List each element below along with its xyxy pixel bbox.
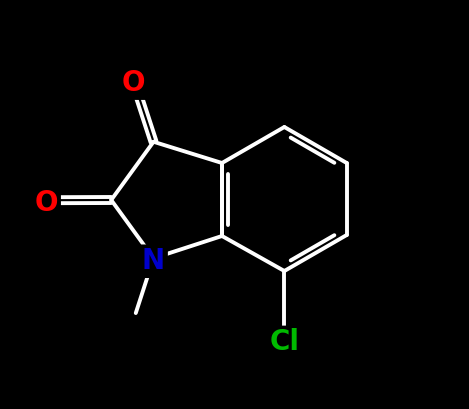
Text: N: N [142,247,165,275]
Text: Cl: Cl [269,328,299,356]
Text: O: O [35,189,58,217]
Text: O: O [121,69,145,97]
